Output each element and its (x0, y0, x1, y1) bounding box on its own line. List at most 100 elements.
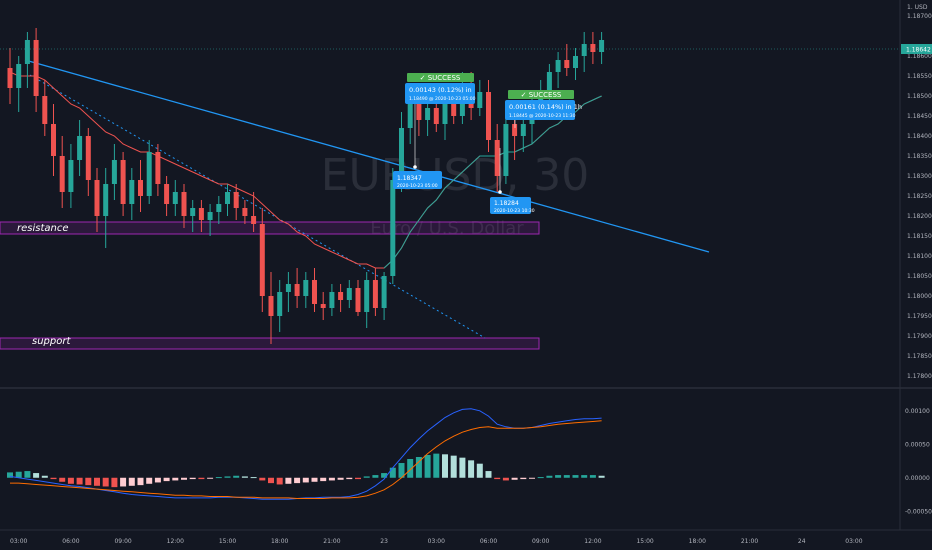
success-badge-1-text: ✓ SUCCESS (420, 74, 461, 82)
macd-histogram-bar (189, 477, 196, 480)
macd-histogram-bar (215, 477, 222, 479)
time-axis[interactable]: 03:00 06:00 09:00 12:00 15:00 18:00 21:00 23 03:… (10, 538, 863, 545)
price-tick-label: 1.17850 (907, 353, 932, 360)
candle-body (94, 180, 100, 216)
time-tick-label: 15:00 (219, 538, 236, 545)
time-tick-label: 21:00 (323, 538, 340, 545)
success-badge-1 (407, 73, 474, 82)
macd-histogram-bar (468, 460, 475, 478)
result-box-1-line1: 0.00143 (0.12%) in (409, 86, 472, 94)
macd-histogram-bar (285, 477, 292, 484)
macd-histogram-bar (33, 473, 40, 478)
candle-body (390, 180, 396, 276)
macd-histogram-bar (302, 477, 309, 483)
candle-body (146, 152, 152, 196)
macd-histogram-bar (337, 477, 344, 480)
macd-histogram-bar (24, 471, 31, 478)
macd-histogram-bar (41, 475, 48, 478)
candle-body (486, 92, 491, 140)
entry-marker-2 (498, 190, 502, 194)
price-tick-label: 1.18250 (907, 193, 932, 200)
candle-body (259, 224, 265, 296)
macd-histogram-bar (111, 477, 118, 488)
candle-body (503, 124, 509, 176)
macd-histogram-bar (15, 471, 22, 478)
result-box-1-line2: 1.18490 @ 2020-10-23 05:00 (409, 96, 476, 102)
candle-body (285, 284, 291, 292)
macd-histogram-bar (424, 454, 431, 478)
candle-body (225, 192, 230, 204)
candle-body (129, 180, 135, 204)
symbol-watermark: EURUSD, 30 (321, 150, 590, 201)
support-zone[interactable] (0, 337, 540, 350)
candle-body (416, 100, 422, 120)
time-tick-label: 21:00 (741, 538, 758, 545)
macd-histogram-bar (311, 477, 318, 482)
candle-body (111, 160, 117, 184)
macd-histogram-bar (320, 477, 327, 482)
entry-box-2-price: 1.18284 (494, 200, 519, 207)
candle-body (555, 60, 561, 72)
result-box-2 (505, 100, 575, 120)
macd-histogram-bar (7, 472, 13, 478)
macd-histogram-bar (442, 454, 448, 478)
time-tick-label: 06:00 (62, 538, 79, 545)
macd-line (9, 408, 602, 500)
macd-histogram-bar (146, 477, 153, 484)
macd-histogram-bar (407, 459, 414, 478)
price-axis[interactable]: 1. USD 1.18700 1.18600 1.18550 1.18500 1.184… (907, 4, 932, 380)
macd-histogram-bar (363, 476, 370, 478)
time-tick-label: 18:00 (271, 538, 288, 545)
candle-body (590, 44, 596, 52)
candle-body (268, 296, 274, 316)
macd-histogram-bar (381, 473, 388, 478)
resistance-zone[interactable] (0, 221, 540, 235)
time-tick-label: 23 (380, 538, 388, 545)
macd-histogram-bar (120, 477, 127, 487)
candle-body (329, 292, 335, 308)
price-tick-label: 1.18350 (907, 153, 932, 160)
macd-histogram-bar (207, 477, 214, 479)
candle-body (251, 216, 257, 224)
macd-histogram-bar (198, 477, 205, 480)
macd-axis[interactable]: 0.00100 0.00050 0.00000 -0.00050 (905, 408, 932, 516)
candle-body (68, 160, 74, 192)
macd-histogram-bar (494, 477, 501, 480)
candle-body (407, 100, 413, 128)
price-tick-label: 1.17900 (907, 333, 932, 340)
signal-line (10, 420, 602, 499)
currency-label: 1. USD (907, 4, 928, 11)
macd-histogram-bar (398, 463, 405, 478)
candle-body (320, 304, 326, 308)
signal-1[interactable]: ✓ SUCCESS 0.00143 (0.12%) in 1.18490 @ 2… (393, 73, 476, 189)
candle-body (59, 156, 65, 192)
candle-body (512, 124, 518, 136)
macd-histogram-bar (502, 477, 509, 481)
signal-2[interactable]: ✓ SUCCESS 0.00161 (0.14%) in 1h 1.18445 … (490, 90, 582, 214)
candle-body (338, 292, 344, 300)
macd-histogram-bar (241, 476, 248, 478)
time-tick-label: 12:00 (167, 538, 184, 545)
macd-histogram (7, 453, 605, 488)
candle-body (172, 192, 178, 204)
macd-histogram-bar (59, 477, 66, 482)
result-box-1 (405, 83, 475, 104)
macd-histogram-bar (85, 477, 92, 486)
descending-trendline[interactable] (24, 59, 710, 253)
last-price-value: 1.18642 (906, 47, 931, 54)
macd-histogram-bar (529, 477, 535, 479)
candle-body (294, 284, 300, 296)
candle-body (442, 104, 448, 124)
macd-histogram-bar (476, 463, 483, 478)
candle-body (381, 276, 387, 308)
time-tick-label: 12:00 (584, 538, 601, 545)
macd-histogram-bar (128, 477, 135, 486)
candle-body (520, 124, 526, 136)
price-tick-label: 1.17800 (907, 373, 932, 380)
macd-histogram-bar (459, 457, 466, 478)
candle-body (546, 72, 552, 92)
candle-body (573, 56, 578, 68)
candle-body (372, 280, 378, 308)
